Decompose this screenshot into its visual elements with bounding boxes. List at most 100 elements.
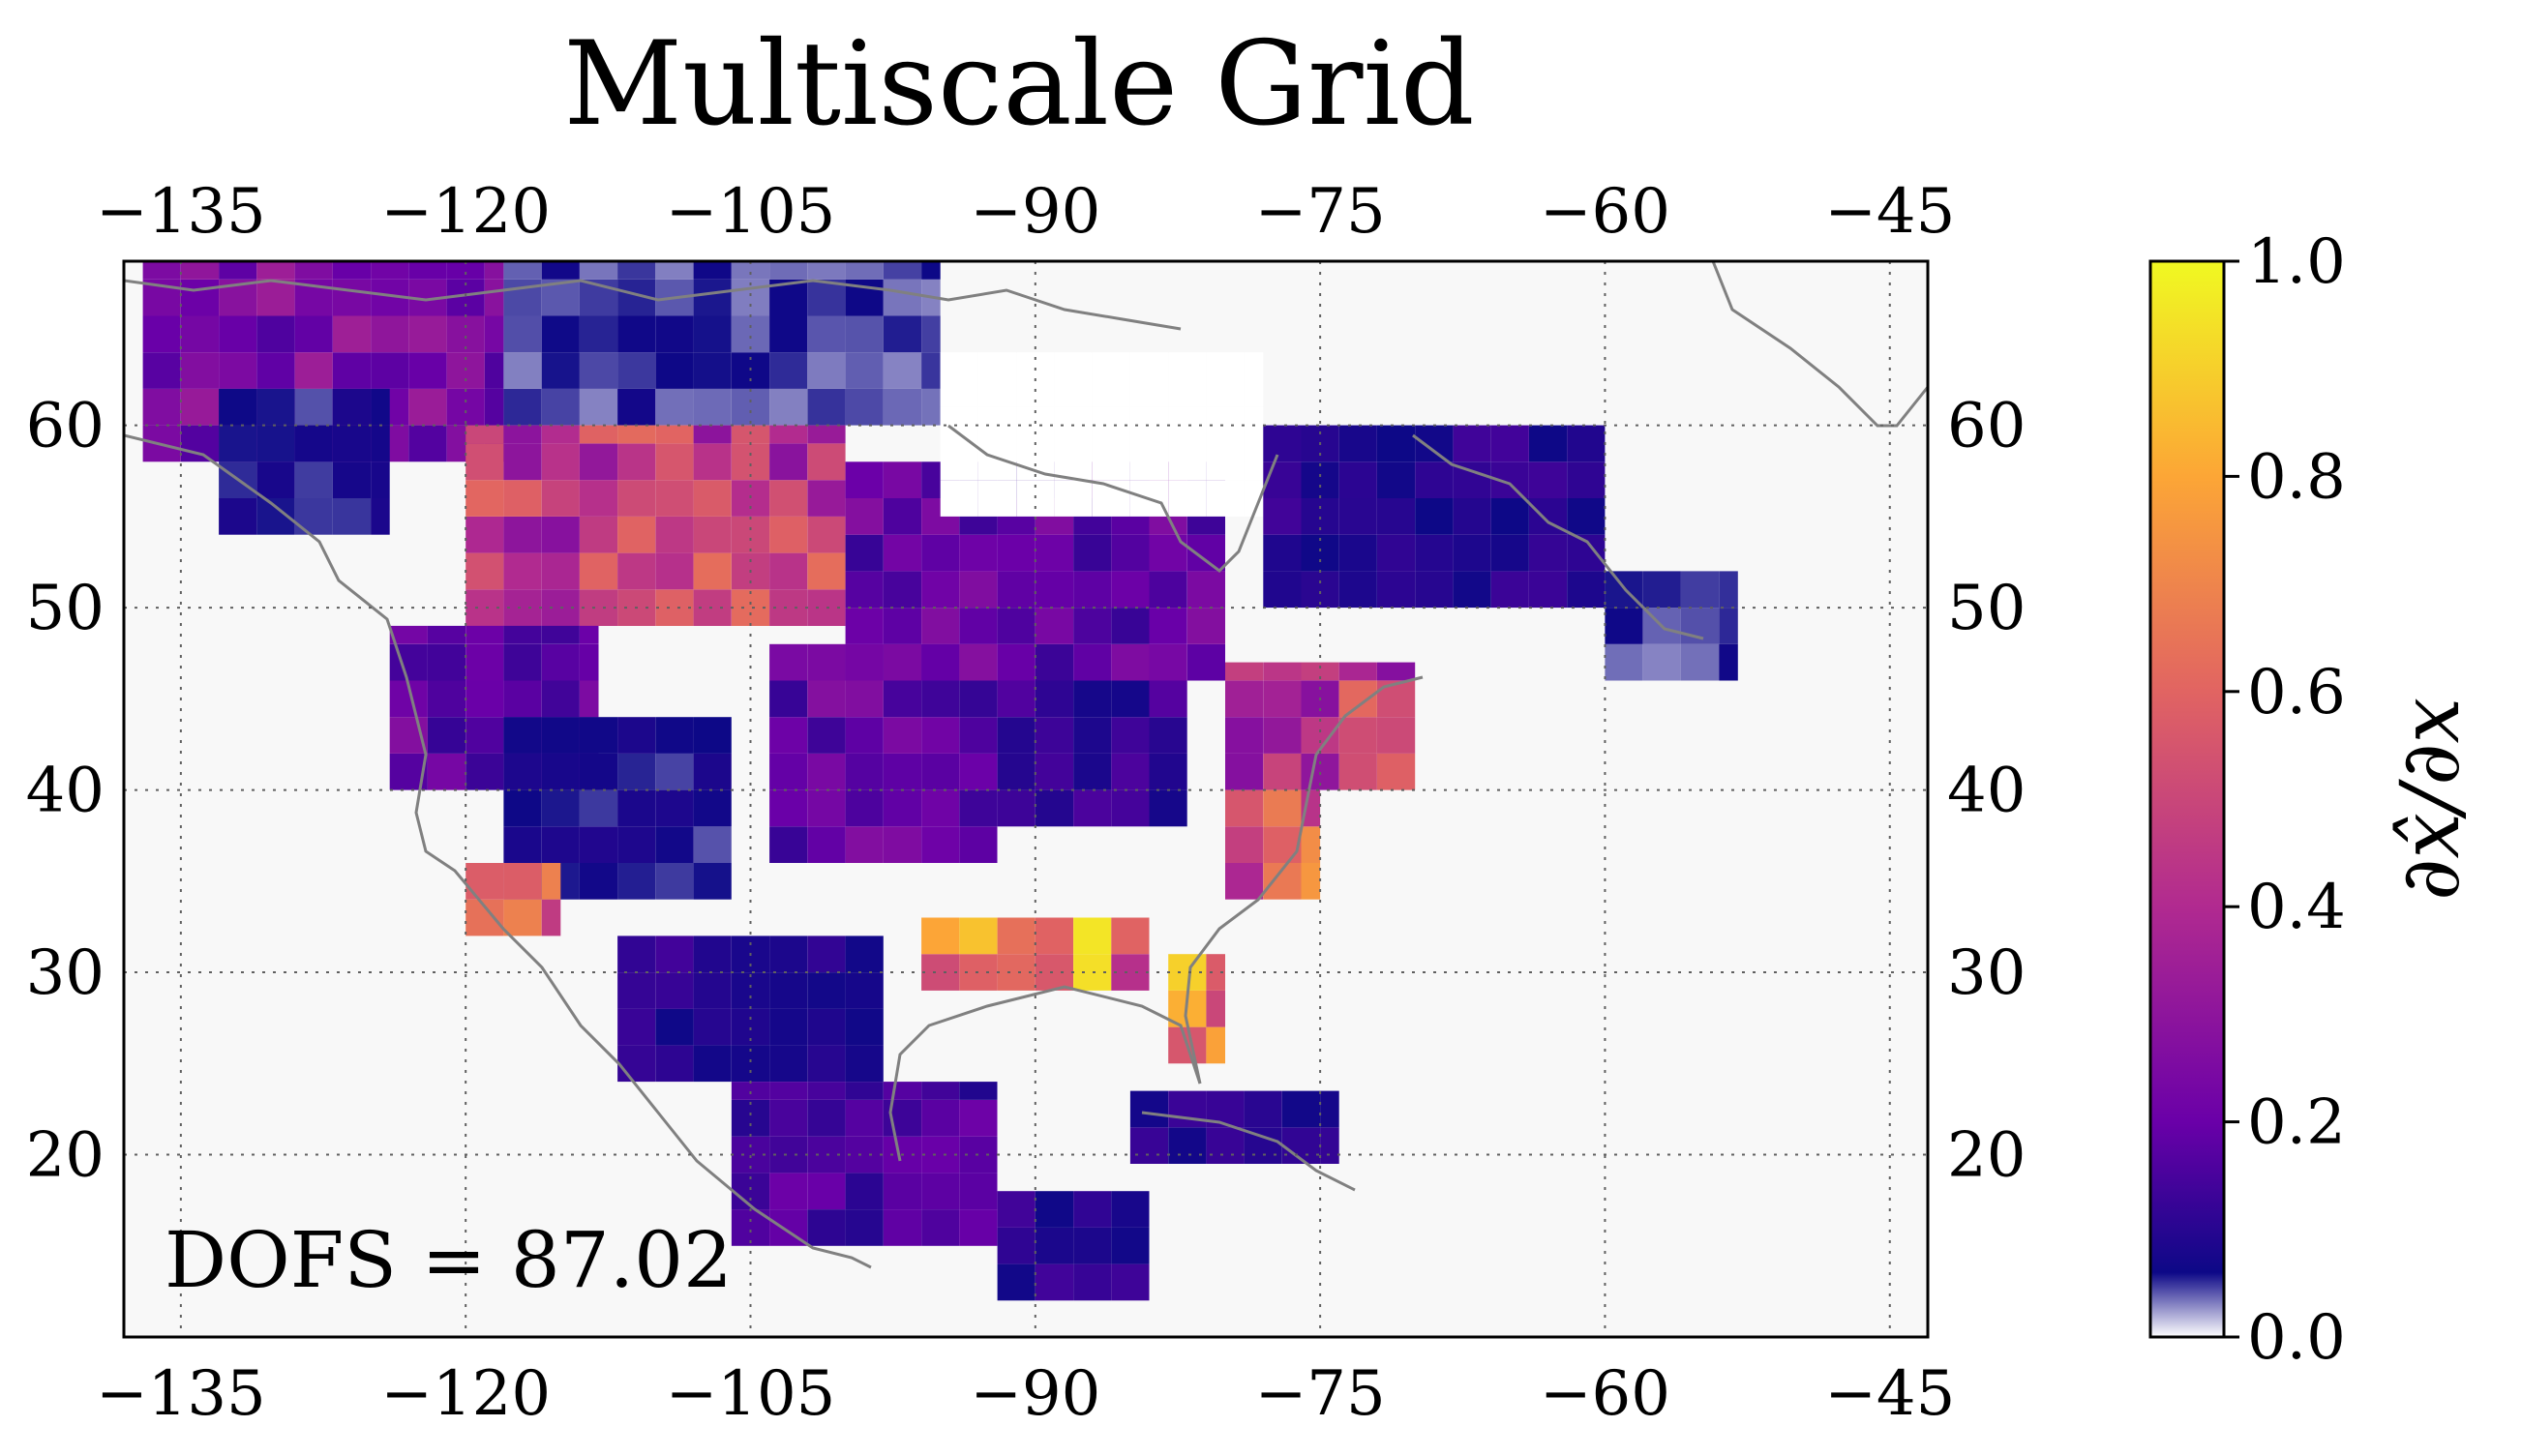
heatmap-cell <box>1719 608 1738 644</box>
heatmap-cell <box>180 425 220 462</box>
heatmap-cell <box>959 608 998 644</box>
heatmap-cell <box>484 279 504 316</box>
heatmap-cell <box>617 753 656 790</box>
heatmap-cell <box>503 643 542 681</box>
heatmap-cell <box>845 498 884 535</box>
heatmap-cell <box>1073 1191 1112 1228</box>
heatmap-cell <box>503 261 542 280</box>
x-tick-label-top: −90 <box>970 176 1100 248</box>
heatmap-cell <box>921 1100 960 1137</box>
heatmap-cell <box>769 1173 808 1210</box>
heatmap-cell <box>256 425 295 462</box>
heatmap-cell <box>579 753 618 790</box>
heatmap-cell <box>484 261 504 280</box>
coastline-florida <box>1184 675 1424 1085</box>
heatmap-cell <box>1338 571 1377 609</box>
heatmap-cell <box>1054 443 1093 481</box>
heatmap-cell <box>579 680 599 718</box>
heatmap-cell <box>617 826 656 863</box>
heatmap-cell <box>371 352 409 389</box>
heatmap-cell <box>997 534 1036 572</box>
heatmap-cell <box>693 1008 732 1046</box>
heatmap-cell <box>541 443 580 481</box>
heatmap-cell <box>484 315 504 353</box>
heatmap-cell <box>1073 753 1112 790</box>
heatmap-cell <box>693 863 732 900</box>
heatmap-cell <box>503 480 542 517</box>
heatmap-cell <box>807 789 846 827</box>
heatmap-cell <box>845 680 884 718</box>
heatmap-cell <box>294 315 333 353</box>
x-tick-label-top: −45 <box>1824 176 1955 248</box>
heatmap-cell <box>1035 680 1073 718</box>
heatmap-cell <box>997 643 1036 681</box>
heatmap-cell <box>541 717 580 754</box>
heatmap-cell <box>219 315 257 353</box>
heatmap-cell <box>1035 1263 1073 1301</box>
heatmap-cell <box>883 352 921 389</box>
heatmap-cell <box>503 315 542 353</box>
heatmap-cell <box>219 388 257 426</box>
heatmap-cell <box>959 534 998 572</box>
heatmap-cell <box>1453 425 1491 462</box>
heatmap-cell <box>845 1136 884 1174</box>
heatmap-cell <box>1263 826 1302 863</box>
heatmap-cell <box>977 352 1017 371</box>
heatmap-cell <box>1073 1263 1112 1301</box>
heatmap-cell <box>921 680 960 718</box>
heatmap-cell <box>1529 571 1568 609</box>
heatmap-cell <box>921 643 960 681</box>
heatmap-cell <box>1054 352 1093 371</box>
heatmap-cell <box>1263 534 1302 572</box>
heatmap-cell <box>997 608 1036 644</box>
heatmap-cell <box>807 388 846 426</box>
heatmap-cell <box>959 571 998 609</box>
heatmap-cell <box>807 643 846 681</box>
heatmap-cell <box>769 352 808 389</box>
heatmap-cell <box>617 261 656 280</box>
heatmap-cell <box>503 753 542 790</box>
heatmap-cell <box>1035 1191 1073 1228</box>
heatmap-cell <box>693 352 732 389</box>
heatmap-cell <box>142 315 181 353</box>
y-tick-label-right: 20 <box>1947 1120 2026 1192</box>
heatmap-cell <box>389 643 428 681</box>
heatmap-cell <box>1111 1227 1150 1264</box>
heatmap-cell <box>1111 1191 1150 1228</box>
heatmap-cell <box>579 863 618 900</box>
heatmap-cell <box>579 261 618 280</box>
colorbar-tick-label: 0.0 <box>2247 1302 2346 1374</box>
heatmap-cell <box>1301 662 1339 681</box>
heatmap-cell <box>1035 753 1073 790</box>
heatmap-cell <box>408 261 447 280</box>
heatmap-cell <box>541 425 580 444</box>
heatmap-cell <box>921 534 960 572</box>
heatmap-cell <box>655 717 694 754</box>
coastline-greenland <box>1711 261 1928 428</box>
heatmap-cell <box>1186 534 1225 572</box>
heatmap-cell <box>1490 498 1529 535</box>
heatmap-cell <box>503 717 542 754</box>
heatmap-cell <box>1035 571 1073 609</box>
heatmap-cell <box>807 717 846 754</box>
heatmap-cell <box>1035 608 1073 644</box>
heatmap-cell <box>503 789 542 827</box>
heatmap-cell <box>845 826 884 863</box>
heatmap-cell <box>1301 571 1339 609</box>
heatmap-cell <box>294 261 333 280</box>
heatmap-cell <box>845 1008 884 1046</box>
heatmap-cell <box>408 315 447 353</box>
heatmap-cell <box>1035 534 1073 572</box>
heatmap-cell <box>997 1227 1036 1264</box>
heatmap-cell <box>446 315 485 353</box>
heatmap-cell <box>769 261 808 280</box>
heatmap-cell <box>503 443 542 481</box>
heatmap-cell <box>579 625 599 644</box>
chart-title: Multiscale Grid <box>563 17 1474 152</box>
heatmap-cell <box>427 680 466 718</box>
heatmap-cell <box>1263 425 1302 462</box>
heatmap-cell <box>617 516 656 553</box>
heatmap-cell <box>427 625 466 644</box>
heatmap-cell <box>655 589 694 626</box>
heatmap-cell <box>180 315 220 353</box>
